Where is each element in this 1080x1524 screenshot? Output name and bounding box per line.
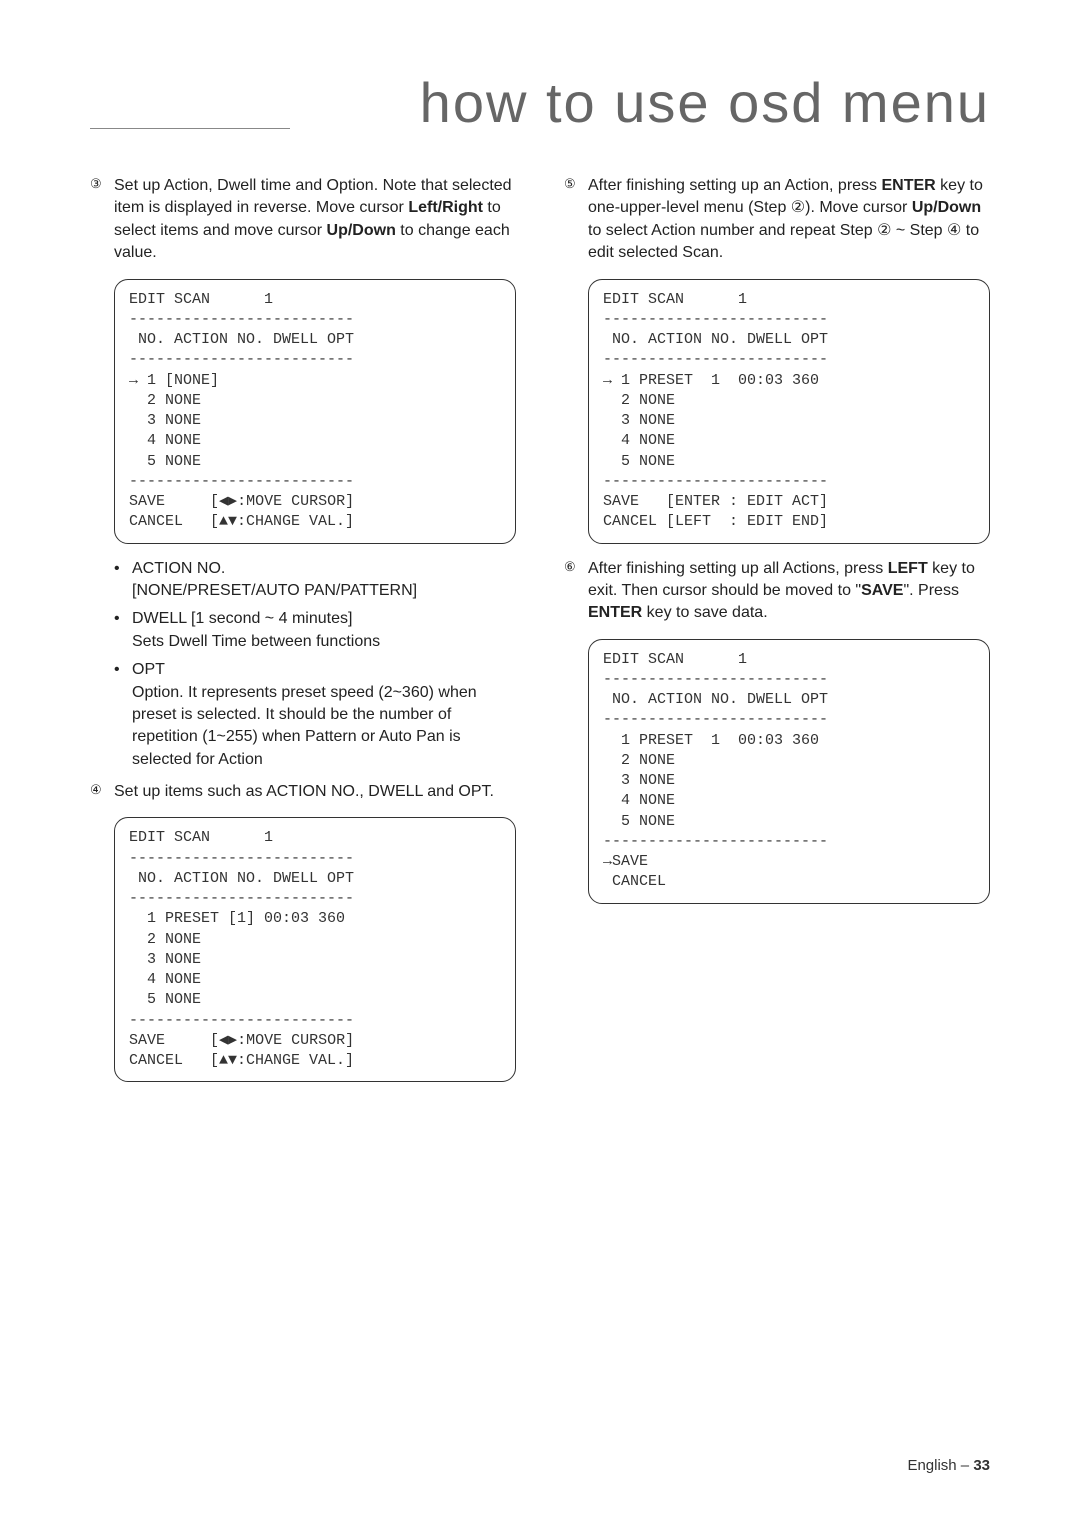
bullet-dot: • bbox=[114, 608, 132, 653]
step-6-text-post: key to save data. bbox=[642, 604, 767, 621]
step-6-text: After finishing setting up all Actions, … bbox=[588, 558, 990, 625]
bullet-body: DWELL [1 second ~ 4 minutes] Sets Dwell … bbox=[132, 608, 516, 653]
osd-screen-3: EDIT SCAN 1 ------------------------- NO… bbox=[588, 279, 990, 544]
bullet-dot: • bbox=[114, 558, 132, 603]
step-6-number: ⑥ bbox=[564, 558, 588, 625]
bullet-2-sub: Sets Dwell Time between functions bbox=[132, 631, 516, 653]
step-5-text-mid2: to select Action number and repeat Step … bbox=[588, 222, 979, 261]
right-column: ⑤ After finishing setting up an Action, … bbox=[564, 175, 990, 1096]
step-5-number: ⑤ bbox=[564, 175, 588, 265]
bullet-dwell: • DWELL [1 second ~ 4 minutes] Sets Dwel… bbox=[114, 608, 516, 653]
step-5-bold1: ENTER bbox=[882, 177, 936, 194]
step-4-text: Set up items such as ACTION NO., DWELL a… bbox=[114, 781, 516, 803]
bullet-dot: • bbox=[114, 659, 132, 771]
step-6: ⑥ After finishing setting up all Actions… bbox=[564, 558, 990, 625]
content-columns: ③ Set up Action, Dwell time and Option. … bbox=[90, 175, 990, 1096]
step-3-number: ③ bbox=[90, 175, 114, 265]
step-5: ⑤ After finishing setting up an Action, … bbox=[564, 175, 990, 265]
bullet-1-sub: [NONE/PRESET/AUTO PAN/PATTERN] bbox=[132, 580, 516, 602]
step-6-bold2: SAVE bbox=[861, 582, 903, 599]
bullet-3-label: OPT bbox=[132, 659, 516, 681]
step-3-text: Set up Action, Dwell time and Option. No… bbox=[114, 175, 516, 265]
osd-screen-2: EDIT SCAN 1 ------------------------- NO… bbox=[114, 817, 516, 1082]
step-3-bold2: Up/Down bbox=[327, 222, 396, 239]
bullet-2-label: DWELL [1 second ~ 4 minutes] bbox=[132, 608, 516, 630]
osd-screen-1: EDIT SCAN 1 ------------------------- NO… bbox=[114, 279, 516, 544]
bullet-body: OPT Option. It represents preset speed (… bbox=[132, 659, 516, 771]
osd-screen-4: EDIT SCAN 1 ------------------------- NO… bbox=[588, 639, 990, 904]
bullet-1-label: ACTION NO. bbox=[132, 558, 516, 580]
step-6-text-pre: After finishing setting up all Actions, … bbox=[588, 560, 888, 577]
step-4-number: ④ bbox=[90, 781, 114, 803]
bullet-opt: • OPT Option. It represents preset speed… bbox=[114, 659, 516, 771]
step-6-bold3: ENTER bbox=[588, 604, 642, 621]
title-underline bbox=[90, 128, 290, 129]
page-title: how to use osd menu bbox=[90, 70, 990, 135]
step-5-text: After finishing setting up an Action, pr… bbox=[588, 175, 990, 265]
bullet-body: ACTION NO. [NONE/PRESET/AUTO PAN/PATTERN… bbox=[132, 558, 516, 603]
step-6-text-mid2: ". Press bbox=[903, 582, 958, 599]
step-3-bold1: Left/Right bbox=[408, 199, 483, 216]
bullet-3-sub: Option. It represents preset speed (2~36… bbox=[132, 682, 516, 772]
step-5-bold2: Up/Down bbox=[912, 199, 981, 216]
bullet-list: • ACTION NO. [NONE/PRESET/AUTO PAN/PATTE… bbox=[114, 558, 516, 772]
step-5-text-pre: After finishing setting up an Action, pr… bbox=[588, 177, 882, 194]
page-footer: English – 33 bbox=[907, 1457, 990, 1474]
step-3: ③ Set up Action, Dwell time and Option. … bbox=[90, 175, 516, 265]
step-6-bold1: LEFT bbox=[888, 560, 928, 577]
footer-page-number: 33 bbox=[973, 1457, 990, 1474]
bullet-action-no: • ACTION NO. [NONE/PRESET/AUTO PAN/PATTE… bbox=[114, 558, 516, 603]
footer-lang: English – bbox=[907, 1457, 973, 1474]
step-4: ④ Set up items such as ACTION NO., DWELL… bbox=[90, 781, 516, 803]
left-column: ③ Set up Action, Dwell time and Option. … bbox=[90, 175, 516, 1096]
